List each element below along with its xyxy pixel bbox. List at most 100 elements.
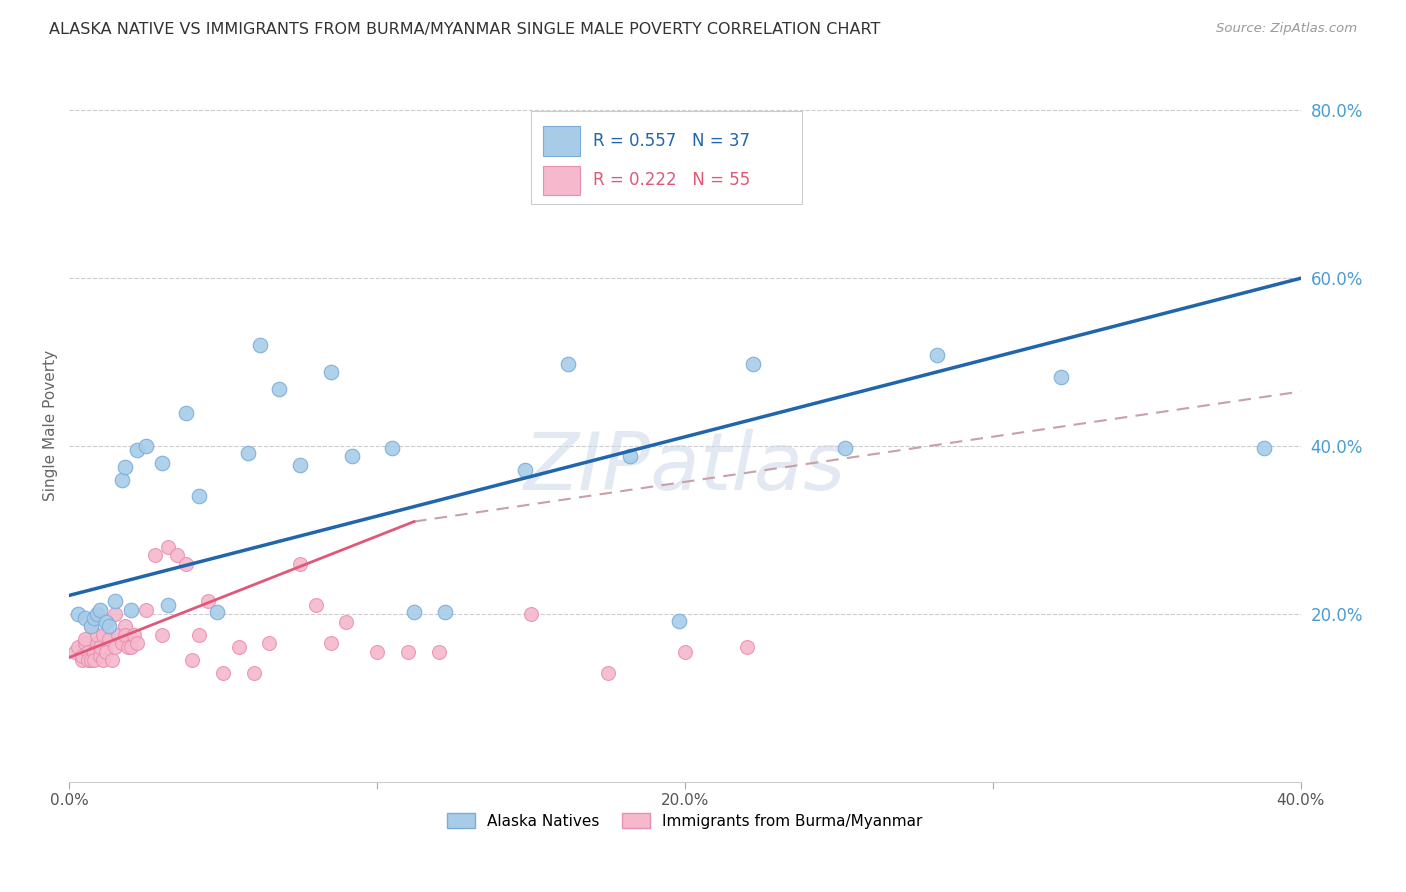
- Point: [520, 607, 543, 621]
- Point: [243, 665, 266, 680]
- Point: [366, 645, 388, 659]
- Point: [135, 602, 157, 616]
- Point: [259, 636, 281, 650]
- Point: [927, 348, 949, 362]
- Bar: [543, 166, 581, 195]
- Point: [304, 599, 326, 613]
- Point: [197, 594, 219, 608]
- Point: [741, 357, 763, 371]
- Point: [335, 615, 357, 630]
- Point: [319, 636, 342, 650]
- Point: [396, 645, 419, 659]
- Point: [212, 665, 235, 680]
- Point: [249, 338, 271, 352]
- Point: [110, 473, 132, 487]
- Point: [96, 645, 118, 659]
- Point: [98, 619, 121, 633]
- Point: [120, 640, 142, 655]
- Point: [205, 605, 228, 619]
- Text: ALASKA NATIVE VS IMMIGRANTS FROM BURMA/MYANMAR SINGLE MALE POVERTY CORRELATION C: ALASKA NATIVE VS IMMIGRANTS FROM BURMA/M…: [49, 22, 880, 37]
- Point: [80, 619, 103, 633]
- Point: [89, 640, 111, 655]
- Point: [673, 645, 696, 659]
- Point: [76, 645, 98, 659]
- Point: [381, 441, 404, 455]
- Point: [236, 446, 259, 460]
- Point: [342, 449, 364, 463]
- Point: [166, 548, 188, 562]
- Y-axis label: Single Male Poverty: Single Male Poverty: [44, 350, 58, 500]
- Point: [120, 602, 142, 616]
- Point: [83, 653, 105, 667]
- Point: [86, 607, 108, 621]
- Point: [70, 653, 93, 667]
- Point: [557, 357, 579, 371]
- Point: [80, 619, 103, 633]
- Point: [114, 628, 136, 642]
- Point: [83, 611, 105, 625]
- Point: [91, 653, 114, 667]
- Point: [73, 611, 96, 625]
- Point: [187, 628, 209, 642]
- Text: R = 0.557   N = 37: R = 0.557 N = 37: [592, 131, 749, 150]
- Point: [104, 640, 127, 655]
- Point: [668, 614, 690, 628]
- Legend: Alaska Natives, Immigrants from Burma/Myanmar: Alaska Natives, Immigrants from Burma/My…: [441, 806, 928, 835]
- Text: ZIPatlas: ZIPatlas: [524, 429, 846, 507]
- Point: [267, 382, 290, 396]
- Point: [150, 628, 173, 642]
- Point: [156, 540, 179, 554]
- Point: [735, 640, 758, 655]
- Point: [187, 490, 209, 504]
- Point: [67, 607, 90, 621]
- Point: [101, 653, 124, 667]
- Point: [107, 628, 129, 642]
- Point: [73, 636, 96, 650]
- Point: [96, 615, 118, 630]
- Point: [114, 619, 136, 633]
- Text: R = 0.222   N = 55: R = 0.222 N = 55: [592, 171, 749, 189]
- Point: [114, 460, 136, 475]
- Point: [288, 557, 311, 571]
- Point: [125, 443, 148, 458]
- Point: [89, 648, 111, 663]
- Point: [65, 645, 87, 659]
- Point: [513, 462, 536, 476]
- Point: [86, 628, 108, 642]
- Point: [319, 365, 342, 379]
- Point: [181, 653, 204, 667]
- Text: Source: ZipAtlas.com: Source: ZipAtlas.com: [1216, 22, 1357, 36]
- Point: [156, 599, 179, 613]
- Point: [135, 439, 157, 453]
- Point: [228, 640, 250, 655]
- Point: [122, 628, 145, 642]
- Point: [1049, 370, 1071, 384]
- Bar: [543, 126, 581, 155]
- Point: [104, 607, 127, 621]
- Point: [110, 636, 132, 650]
- Point: [174, 557, 197, 571]
- Point: [145, 548, 167, 562]
- Point: [288, 458, 311, 472]
- Point: [98, 632, 121, 646]
- Point: [80, 653, 103, 667]
- Point: [70, 648, 93, 663]
- Point: [1253, 441, 1275, 455]
- FancyBboxPatch shape: [531, 112, 801, 204]
- Point: [596, 665, 619, 680]
- Point: [83, 645, 105, 659]
- Point: [76, 653, 98, 667]
- Point: [402, 605, 425, 619]
- Point: [433, 605, 456, 619]
- Point: [427, 645, 450, 659]
- Point: [150, 456, 173, 470]
- Point: [104, 594, 127, 608]
- Point: [67, 640, 90, 655]
- Point: [117, 640, 139, 655]
- Point: [174, 405, 197, 419]
- Point: [91, 628, 114, 642]
- Point: [834, 441, 856, 455]
- Point: [619, 449, 641, 463]
- Point: [86, 636, 108, 650]
- Point: [73, 632, 96, 646]
